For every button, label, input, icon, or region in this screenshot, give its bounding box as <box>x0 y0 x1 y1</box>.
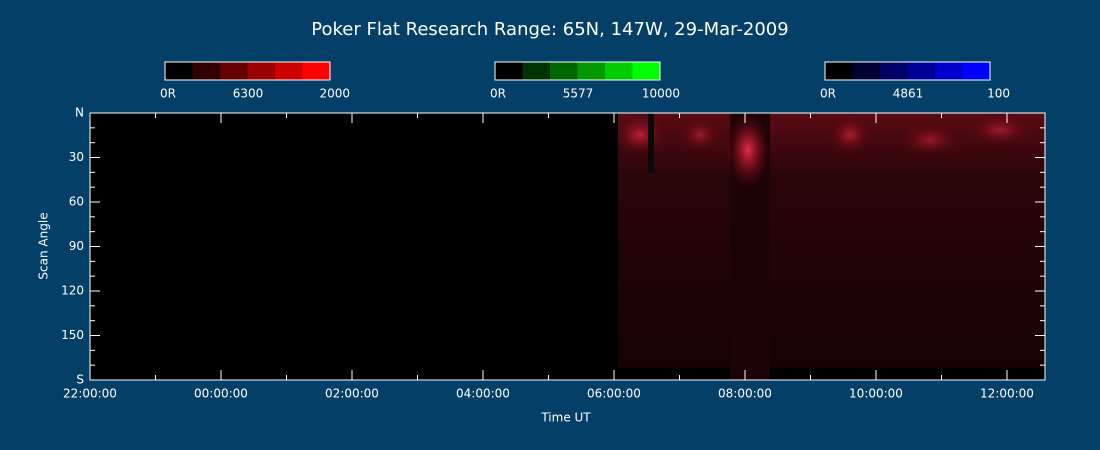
colorbar-max-label: 100 <box>987 87 1010 101</box>
y-tick-label: 60 <box>69 195 84 209</box>
colorbar-segment <box>852 62 880 80</box>
y-tick-label: 120 <box>61 284 84 298</box>
x-tick-label: 02:00:00 <box>325 387 379 401</box>
colorbar-name: 5577 <box>563 87 594 101</box>
x-tick-label: 22:00:00 <box>63 387 117 401</box>
keogram-image <box>90 112 1045 380</box>
colorbar-segment <box>962 62 990 80</box>
colorbar-segment <box>220 62 248 80</box>
y-tick-label: 150 <box>61 328 84 342</box>
y-axis-label: Scan Angle <box>37 212 51 279</box>
colorbar-frame <box>824 61 991 81</box>
colorbar-segment <box>935 62 963 80</box>
x-tick-label: 06:00:00 <box>587 387 641 401</box>
colorbar-segment <box>550 62 578 80</box>
x-tick-label: 12:00:00 <box>980 387 1034 401</box>
colorbar-segment <box>577 62 605 80</box>
colorbar-max-label: 10000 <box>642 87 680 101</box>
colorbar-segment <box>907 62 935 80</box>
y-tick-label: N <box>75 106 84 120</box>
x-axis-label: Time UT <box>540 411 591 425</box>
colorbar-segment <box>522 62 550 80</box>
x-tick-label: 10:00:00 <box>849 387 903 401</box>
colorbar-max-label: 2000 <box>319 87 350 101</box>
x-tick-label: 00:00:00 <box>194 387 248 401</box>
colorbar-segment <box>165 62 193 80</box>
colorbar-frame <box>164 61 331 81</box>
colorbar-segment <box>247 62 275 80</box>
colorbar-segment <box>192 62 220 80</box>
colorbar-segment <box>275 62 303 80</box>
colorbar-segment <box>632 62 660 80</box>
y-tick-label: S <box>76 373 84 387</box>
colorbar-min-label: 0R <box>820 87 836 101</box>
colorbar-segment <box>880 62 908 80</box>
colorbar-min-label: 0R <box>490 87 506 101</box>
colorbar-segment <box>302 62 330 80</box>
chart-title: Poker Flat Research Range: 65N, 147W, 29… <box>311 19 788 40</box>
colorbar-segment <box>605 62 633 80</box>
colorbar-segment <box>825 62 853 80</box>
colorbar-frame <box>494 61 661 81</box>
x-tick-label: 04:00:00 <box>456 387 510 401</box>
colorbar-name: 6300 <box>233 87 264 101</box>
y-tick-label: 30 <box>69 150 84 164</box>
y-tick-label: 90 <box>69 239 84 253</box>
x-tick-label: 08:00:00 <box>718 387 772 401</box>
colorbar-min-label: 0R <box>160 87 176 101</box>
colorbar-name: 4861 <box>893 87 924 101</box>
colorbar-segment <box>495 62 523 80</box>
